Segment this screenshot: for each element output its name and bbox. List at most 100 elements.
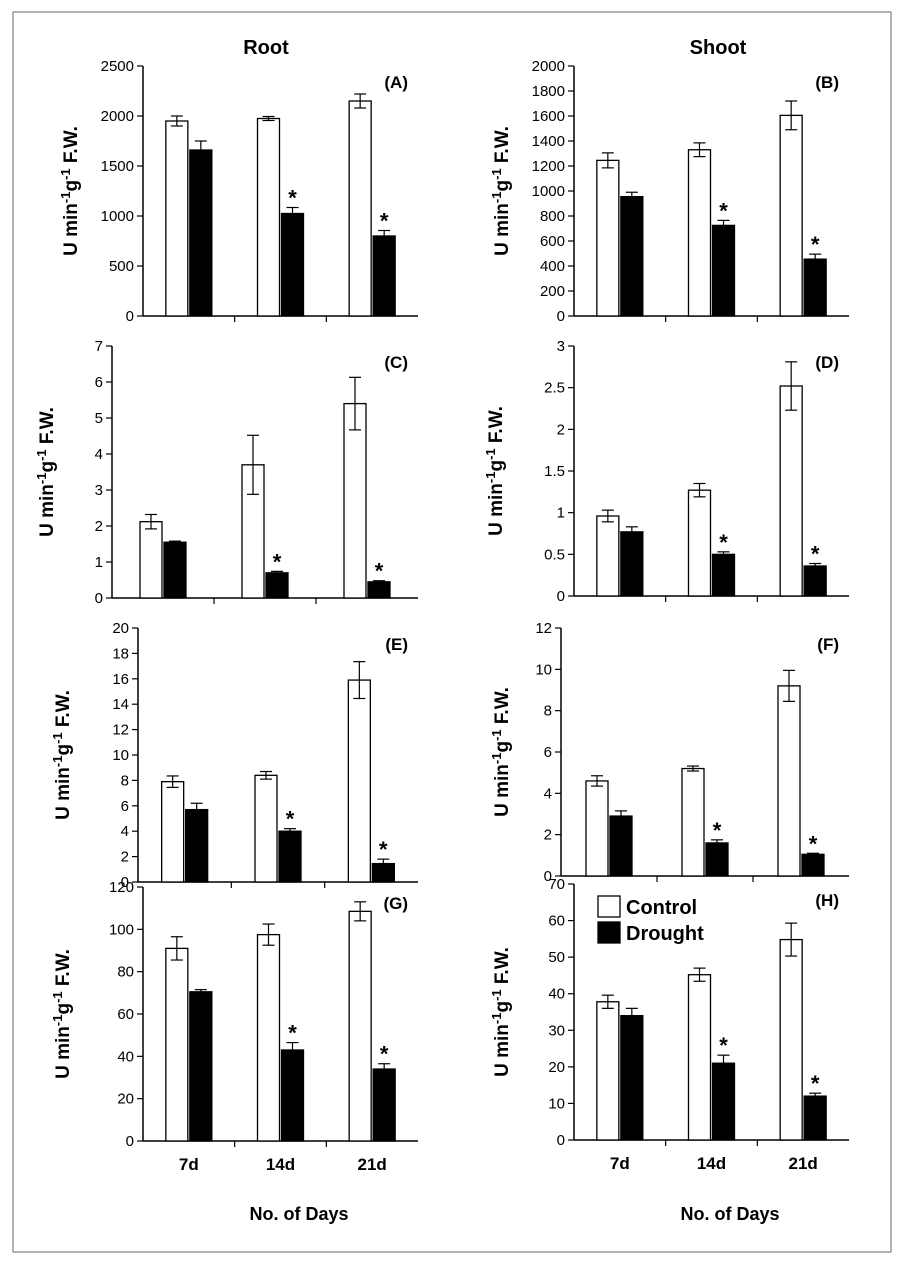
y-tick-label: 2 — [95, 518, 103, 535]
y-tick-label: 12 — [112, 722, 129, 739]
control-bar-7d — [165, 947, 189, 1142]
y-tick-label: 6 — [121, 798, 129, 815]
drought-bar-14d — [265, 572, 289, 599]
x-category-label: 21d — [358, 1155, 387, 1174]
significance-asterisk: * — [811, 1071, 820, 1096]
y-tick-label: 800 — [540, 208, 565, 225]
y-tick-label: 0 — [557, 308, 565, 325]
y-tick-label: 10 — [535, 661, 552, 678]
y-tick-label: 1 — [95, 554, 103, 571]
y-tick-label: 2500 — [101, 58, 134, 75]
significance-asterisk: * — [719, 1033, 728, 1058]
y-tick-label: 4 — [95, 446, 103, 463]
chart-panel-c: 0 1 2 3 4 5 6 7 * * (C) U min-1g-1 F.W. — [34, 338, 418, 607]
control-bar-21d — [779, 114, 803, 317]
y-tick-label: 60 — [548, 913, 565, 930]
drought-bar-21d — [372, 1068, 396, 1142]
y-tick-label: 50 — [548, 949, 565, 966]
significance-asterisk: * — [380, 1042, 389, 1067]
x-category-label: 14d — [697, 1154, 726, 1173]
drought-bar-7d — [620, 195, 644, 317]
y-tick-label: 0 — [121, 874, 129, 891]
drought-bar-14d — [711, 1062, 736, 1141]
panel-label-a: (A) — [384, 73, 408, 92]
y-tick-label: 2 — [544, 827, 552, 844]
significance-asterisk: * — [379, 837, 388, 862]
control-bar-7d — [139, 521, 163, 599]
y-tick-label: 1.5 — [544, 463, 565, 480]
drought-bar-7d — [620, 1015, 644, 1141]
drought-bar-14d — [705, 842, 729, 877]
y-tick-label: 6 — [544, 744, 552, 761]
significance-asterisk: * — [811, 542, 820, 567]
drought-bar-14d — [280, 212, 305, 317]
control-bar-14d — [681, 767, 705, 877]
y-tick-label: 200 — [540, 283, 565, 300]
control-bar-7d — [165, 120, 189, 317]
y-tick-label: 7 — [95, 338, 103, 355]
y-tick-label: 120 — [109, 879, 134, 896]
y-tick-label: 40 — [548, 986, 565, 1003]
drought-bar-21d — [803, 258, 827, 317]
column-title-root: Root — [243, 37, 289, 59]
control-bar-7d — [161, 781, 185, 883]
drought-bar-21d — [801, 853, 825, 877]
control-bar-14d — [687, 149, 712, 317]
y-tick-label: 12 — [535, 620, 552, 637]
y-tick-label: 4 — [121, 823, 129, 840]
chart-panel-g: 0 20 40 60 80 100 120 7d * 14d * 21d (G) U min-1g-1 F… — [50, 879, 418, 1174]
chart-panel-h: 0 10 20 30 40 50 60 70 7d * 14d * 21d (H) U min-1g-1 F… — [489, 876, 849, 1173]
y-tick-label: 20 — [112, 620, 129, 637]
y-tick-label: 1400 — [532, 133, 565, 150]
legend: Control Drought — [597, 895, 704, 945]
drought-bar-14d — [280, 1049, 305, 1142]
control-bar-21d — [343, 402, 367, 599]
drought-bar-14d — [711, 224, 736, 317]
y-tick-label: 2 — [557, 421, 565, 438]
control-bar-14d — [687, 489, 712, 597]
y-tick-label: 2 — [121, 849, 129, 866]
y-tick-label: 30 — [548, 1022, 565, 1039]
y-axis-title: U min-1g-1 F.W. — [489, 126, 514, 256]
y-tick-label: 1 — [557, 505, 565, 522]
y-tick-label: 20 — [117, 1091, 134, 1108]
drought-bar-7d — [163, 541, 187, 599]
legend-label-control: Control — [626, 897, 697, 919]
y-tick-label: 1600 — [532, 108, 565, 125]
significance-asterisk: * — [719, 530, 728, 555]
y-tick-label: 6 — [95, 374, 103, 391]
significance-asterisk: * — [380, 209, 389, 234]
legend-label-drought: Drought — [626, 923, 704, 945]
y-tick-label: 1000 — [101, 208, 134, 225]
y-axis-title: U min-1g-1 F.W. — [489, 947, 514, 1077]
y-axis-title: U min-1g-1 F.W. — [483, 406, 508, 536]
control-bar-21d — [777, 685, 801, 877]
legend-swatch-control — [597, 895, 621, 918]
panel-label-d: (D) — [815, 353, 839, 372]
drought-bar-7d — [189, 991, 213, 1142]
drought-bar-21d — [803, 1095, 827, 1141]
y-tick-label: 70 — [548, 876, 565, 893]
drought-bar-21d — [372, 235, 396, 317]
significance-asterisk: * — [288, 186, 297, 211]
y-tick-label: 0 — [544, 868, 552, 885]
control-bar-14d — [256, 117, 281, 317]
y-axis-title: U min-1g-1 F.W. — [50, 690, 75, 820]
legend-swatch-drought — [597, 921, 621, 944]
y-tick-label: 8 — [121, 772, 129, 789]
panel-label-f: (F) — [817, 635, 839, 654]
significance-asterisk: * — [811, 232, 820, 257]
y-tick-label: 5 — [95, 410, 103, 427]
y-tick-label: 18 — [112, 645, 129, 662]
y-tick-label: 8 — [544, 703, 552, 720]
chart-panel-d: 0 0.5 1 1.5 2 2.5 3 * * (D) U min-1g-1 F.W. — [483, 338, 849, 605]
control-bar-21d — [348, 100, 372, 317]
y-tick-label: 0.5 — [544, 546, 565, 563]
control-bar-14d — [254, 774, 278, 883]
y-tick-label: 20 — [548, 1059, 565, 1076]
y-tick-label: 1500 — [101, 158, 134, 175]
y-axis-title: U min-1g-1 F.W. — [34, 407, 59, 537]
drought-bar-14d — [278, 830, 302, 883]
